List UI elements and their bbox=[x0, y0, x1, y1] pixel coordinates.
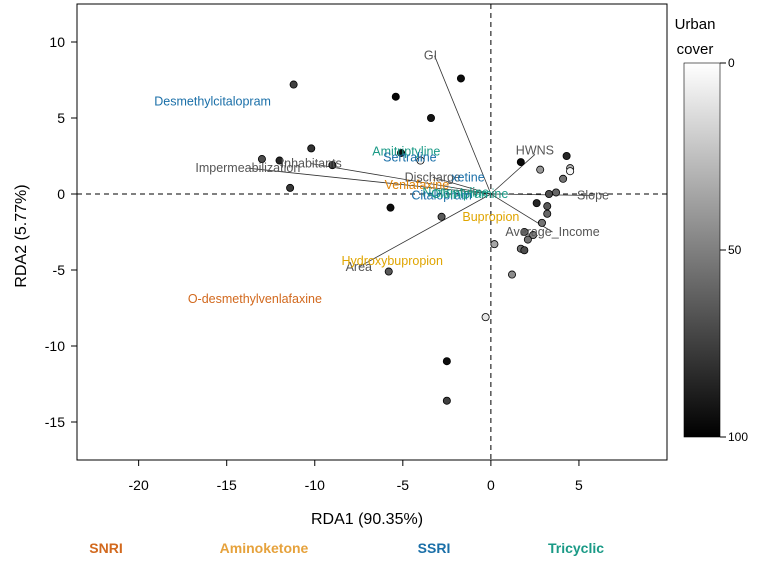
y-tick-label: 10 bbox=[49, 34, 65, 50]
class-label-aminoketone: Aminoketone bbox=[220, 540, 309, 556]
arrow-label: Area bbox=[346, 260, 372, 274]
site-point bbox=[307, 144, 316, 153]
species-label: xetine bbox=[451, 170, 484, 184]
plot-area: -20 -15 -10 -5 0 5 10 5 0 -5 -10 -15 RDA1 (90.35%) RD… bbox=[13, 3, 668, 528]
arrow-label: Inhabitants bbox=[281, 157, 342, 171]
arrow-label: Impermeabilization bbox=[195, 161, 300, 175]
site-point bbox=[456, 74, 465, 83]
species-label: Sertraline bbox=[383, 151, 437, 165]
species-label: O-desmethylvenlafaxine bbox=[188, 292, 322, 306]
site-point bbox=[286, 183, 295, 192]
arrow-impermeabilization bbox=[247, 167, 491, 195]
site-point bbox=[426, 114, 435, 123]
colorbar-tick-label: 100 bbox=[728, 430, 748, 444]
site-point bbox=[559, 174, 568, 183]
colorbar-title-line1: Urban bbox=[675, 16, 716, 33]
arrow-area bbox=[358, 193, 492, 268]
y-tick-label: 0 bbox=[57, 186, 65, 202]
site-point bbox=[397, 148, 406, 157]
arrow-discharge bbox=[432, 176, 491, 195]
species-label: Amitriptyline bbox=[372, 144, 440, 158]
colorbar-title-line2: cover bbox=[677, 41, 714, 58]
site-point bbox=[520, 227, 529, 236]
x-tick-label: -10 bbox=[305, 477, 325, 493]
arrow-label: Average_Income bbox=[505, 225, 599, 239]
site-point bbox=[566, 167, 575, 176]
site-point bbox=[532, 199, 541, 208]
species-label: Hydroxybupropion bbox=[342, 254, 443, 268]
species-label: Desmethylcitalopram bbox=[154, 94, 271, 108]
site-point bbox=[543, 202, 552, 211]
site-point bbox=[442, 396, 451, 405]
site-point bbox=[386, 203, 395, 212]
site-point bbox=[543, 209, 552, 218]
y-tick-label: 5 bbox=[57, 110, 65, 126]
species-label: Nortriptyline bbox=[422, 185, 489, 199]
arrow-label: Slope bbox=[577, 189, 609, 203]
y-tick-label: -15 bbox=[45, 414, 65, 430]
site-point bbox=[481, 313, 490, 322]
arrow-inhabitants bbox=[311, 163, 491, 195]
class-label-snri: SNRI bbox=[89, 540, 122, 556]
class-label-ssri: SSRI bbox=[418, 540, 451, 556]
y-tick-label: -5 bbox=[53, 262, 66, 278]
site-point bbox=[490, 240, 499, 249]
colorbar-ramp bbox=[683, 62, 721, 438]
site-point bbox=[289, 80, 298, 89]
site-point bbox=[384, 267, 393, 276]
arrow-label: Discharge bbox=[405, 170, 461, 184]
site-point bbox=[508, 270, 517, 279]
site-point bbox=[552, 188, 561, 197]
x-tick-label: -20 bbox=[129, 477, 149, 493]
species-label: Venlafaxine bbox=[385, 178, 450, 192]
x-tick-label: -15 bbox=[217, 477, 237, 493]
site-point bbox=[520, 246, 529, 255]
colorbar-tick-label: 0 bbox=[728, 56, 735, 70]
x-tick-label: -5 bbox=[397, 477, 410, 493]
site-point bbox=[536, 165, 545, 174]
x-axis-title: RDA1 (90.35%) bbox=[311, 511, 423, 528]
x-tick-label: 0 bbox=[487, 477, 495, 493]
species-label: Clomipramine bbox=[431, 187, 508, 201]
site-point bbox=[416, 156, 425, 165]
site-point bbox=[516, 158, 525, 167]
arrow-slope bbox=[490, 193, 594, 196]
site-point bbox=[328, 161, 337, 170]
species-label: Bupropion bbox=[462, 210, 519, 224]
class-label-tricyclic: Tricyclic bbox=[548, 540, 604, 556]
site-point bbox=[391, 92, 400, 101]
x-tick-label: 5 bbox=[575, 477, 583, 493]
site-point bbox=[537, 218, 546, 227]
site-point bbox=[545, 189, 554, 198]
site-point bbox=[437, 212, 446, 221]
species-label: Citalopram bbox=[411, 189, 471, 203]
site-point bbox=[562, 151, 571, 160]
site-point bbox=[275, 156, 284, 165]
urban-cover-colorbar: Urban cover 0 50 100 bbox=[675, 16, 749, 444]
y-tick-label: -10 bbox=[45, 338, 65, 354]
site-point bbox=[257, 155, 266, 164]
arrow-gi bbox=[434, 55, 492, 195]
arrow-hwns bbox=[490, 154, 536, 195]
class-legend: SNRI Aminoketone SSRI Tricyclic bbox=[89, 540, 604, 556]
colorbar-tick-label: 50 bbox=[728, 243, 742, 257]
site-point bbox=[442, 357, 451, 366]
site-point bbox=[523, 235, 532, 244]
site-point bbox=[529, 231, 538, 240]
plot-frame bbox=[76, 3, 668, 461]
arrow-label: HWNS bbox=[516, 143, 554, 157]
arrow-label: GI bbox=[424, 49, 437, 63]
y-axis-title: RDA2 (5.77%) bbox=[13, 184, 30, 287]
